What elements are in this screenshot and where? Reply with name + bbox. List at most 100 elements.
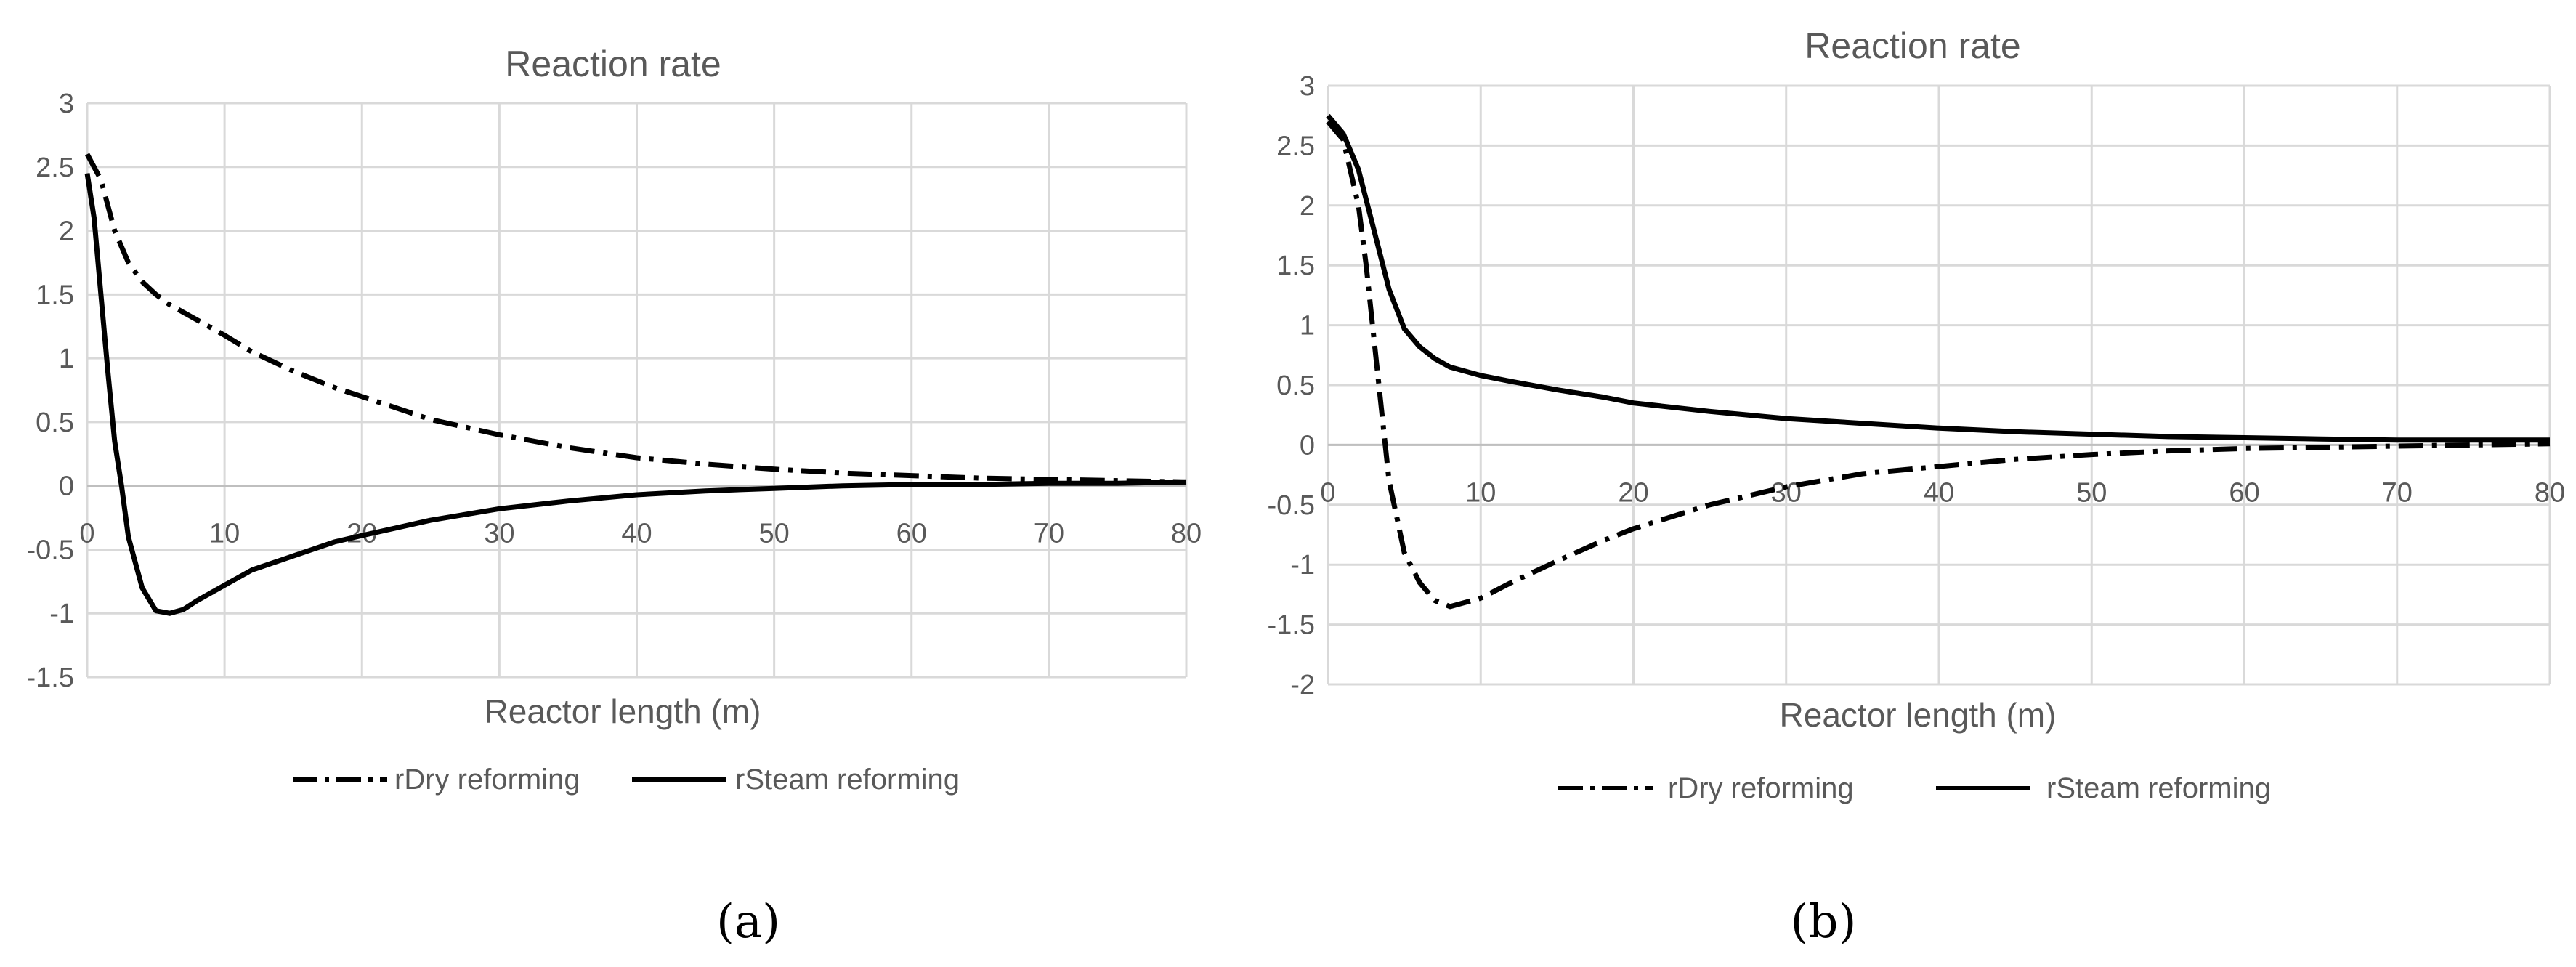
y-tick-label: 2.5: [36, 153, 74, 183]
data-point: [911, 475, 912, 476]
data-point: [87, 154, 88, 155]
data-point: [1450, 606, 1451, 607]
data-point: [114, 230, 115, 231]
y-tick-label: -2: [1290, 670, 1315, 700]
data-point: [1389, 289, 1390, 290]
data-point: [155, 610, 156, 611]
x-tick-label: 20: [1618, 477, 1648, 508]
y-tick-label: -0.5: [1268, 490, 1315, 521]
x-tick-label: 40: [1924, 477, 1954, 508]
x-tick-label: 0: [79, 519, 94, 549]
data-point: [128, 536, 129, 537]
legend-label-dry-a: rDry reforming: [394, 764, 580, 796]
legend-a: rDry reforming rSteam reforming: [293, 764, 960, 796]
series-line-steam-a: [84, 173, 1187, 616]
data-point: [1343, 133, 1344, 134]
y-tick-label: 1.5: [1276, 251, 1315, 281]
data-point: [169, 304, 170, 305]
x-tick-label: 60: [2229, 477, 2259, 508]
x-tick-label: 60: [896, 519, 927, 549]
data-point: [1633, 528, 1634, 529]
data-point: [1862, 423, 1863, 424]
x-tick-labels-a: 0 10 20 30 40 50 60 70 80: [79, 519, 1202, 549]
data-point: [224, 335, 225, 336]
y-tick-label: 2: [59, 217, 74, 247]
data-point: [100, 179, 101, 180]
y-tick-label: 3: [1300, 71, 1315, 102]
y-tick-label: 0: [1300, 430, 1315, 461]
data-point: [1117, 483, 1118, 484]
data-point: [1328, 121, 1329, 122]
chart-title-b: Reaction rate: [1805, 25, 2020, 66]
caption-b: (b): [1791, 895, 1857, 949]
x-tick-label: 80: [2535, 477, 2565, 508]
data-point: [430, 520, 431, 521]
data-point: [1557, 389, 1558, 390]
data-point: [114, 441, 115, 442]
data-point: [1048, 479, 1049, 480]
data-point: [1939, 428, 1940, 429]
x-axis-label-a: Reactor length (m): [485, 692, 761, 730]
data-point: [87, 173, 88, 174]
y-tick-label: 0.5: [36, 408, 74, 438]
data-point: [1709, 411, 1710, 412]
data-point: [430, 419, 431, 420]
y-tick-label: 2.5: [1276, 131, 1315, 161]
data-point: [1048, 483, 1049, 484]
series-group-b: [1326, 113, 2551, 610]
series-group-a: [84, 153, 1187, 616]
data-point: [2091, 454, 2092, 455]
y-tick-label: -1.5: [27, 663, 74, 693]
data-point: [1633, 402, 1634, 403]
y-tick-label: 3: [59, 89, 74, 119]
caption-a: (a): [716, 895, 780, 949]
y-tick-label: -1: [1290, 550, 1315, 580]
data-point: [1939, 466, 1940, 467]
data-point: [1389, 480, 1390, 481]
data-point: [2320, 439, 2321, 440]
x-tick-label: 70: [2382, 477, 2413, 508]
data-point: [1358, 169, 1359, 170]
series-line-dry-b: [1326, 120, 2551, 610]
data-point: [224, 585, 225, 586]
x-tick-label: 10: [1465, 477, 1496, 508]
series-line-steam-b: [1326, 113, 2550, 443]
data-point: [2550, 443, 2551, 444]
data-point: [705, 490, 706, 491]
x-tick-label: 50: [758, 519, 789, 549]
x-tick-label: 30: [1771, 477, 1802, 508]
y-tick-label: -1.5: [1268, 610, 1315, 641]
y-tick-label: -1: [49, 599, 74, 629]
x-tick-label: 70: [1034, 519, 1064, 549]
data-point: [1709, 504, 1710, 505]
data-point: [197, 600, 198, 601]
y-tick-label: 1: [59, 344, 74, 374]
x-tick-label: 30: [484, 519, 514, 549]
data-point: [121, 485, 122, 486]
data-point: [334, 541, 335, 542]
data-point: [155, 294, 156, 295]
chart-panel-b: Reaction rate 32.521.510.50-0.5-1-1.5-2 …: [1268, 25, 2566, 949]
data-point: [980, 478, 981, 479]
y-tick-label: 1: [1300, 311, 1315, 341]
data-point: [1557, 561, 1558, 562]
data-point: [169, 613, 170, 614]
x-tick-label: 40: [621, 519, 652, 549]
y-tick-label: 0: [59, 472, 74, 502]
x-tick-label: 10: [209, 519, 240, 549]
y-tick-label: 2: [1300, 191, 1315, 222]
x-tick-label: 50: [2076, 477, 2107, 508]
series-line-dry-a: [84, 153, 1187, 485]
data-point: [1381, 409, 1382, 410]
y-tick-labels-a: 3 2.5 2 1.5 1 0.5 0 -0.5 -1 -1.5: [27, 89, 74, 693]
y-tick-labels-b: 3 2.5 2 1.5 1 0.5 0 -0.5 -1 -1.5 -2: [1268, 71, 1315, 700]
legend-label-dry-b: rDry reforming: [1668, 772, 1854, 804]
x-axis-label-b: Reactor length (m): [1780, 696, 2057, 734]
data-point: [2015, 459, 2016, 460]
y-tick-label: 0.5: [1276, 371, 1315, 401]
legend-b: rDry reforming rSteam reforming: [1558, 772, 2271, 804]
data-point: [1404, 552, 1405, 553]
